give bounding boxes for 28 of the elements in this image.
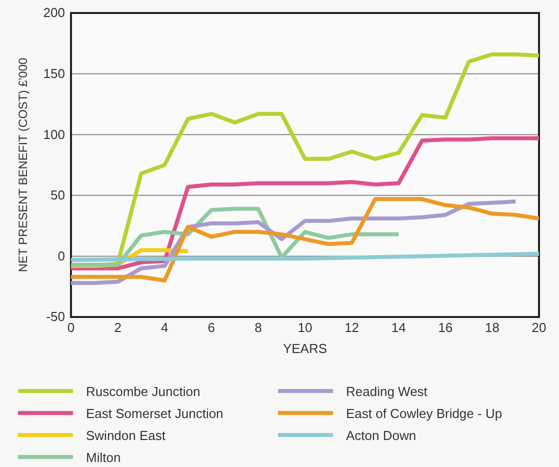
legend-label: Reading West [346, 384, 428, 399]
x-tick-label: 14 [391, 320, 406, 336]
x-tick-label: 18 [484, 320, 500, 336]
x-tick-label: 6 [208, 320, 216, 336]
legend-label: Acton Down [346, 428, 416, 443]
y-tick-label: 50 [50, 188, 65, 203]
x-tick-label: 2 [114, 320, 122, 336]
x-tick-label: 10 [298, 320, 312, 336]
line-series [69, 136, 541, 270]
x-tick-label: 0 [67, 320, 75, 336]
x-tick-label: 16 [438, 320, 453, 336]
x-tick-label: 12 [344, 320, 360, 336]
legend-label: Swindon East [86, 428, 166, 443]
legend-label: East of Cowley Bridge - Up [346, 406, 502, 421]
x-tick-label: 20 [532, 320, 546, 336]
x-axis-title: YEARS [282, 341, 328, 356]
legend-label: Ruscombe Junction [86, 384, 200, 399]
y-axis-title: NET PRESENT BENEFIT (COST) £'000 [16, 58, 30, 272]
x-tick-label: 4 [160, 320, 168, 336]
legend-label: East Somerset Junction [86, 406, 224, 421]
y-tick-label: 100 [43, 126, 65, 142]
x-tick-label: 8 [254, 320, 262, 336]
legend-label: Milton [86, 450, 121, 465]
y-tick-label: -50 [46, 309, 65, 324]
y-tick-label: 150 [43, 66, 65, 81]
line-series [69, 252, 541, 262]
y-tick-label: 200 [43, 5, 65, 20]
y-tick-label: 0 [58, 248, 65, 264]
